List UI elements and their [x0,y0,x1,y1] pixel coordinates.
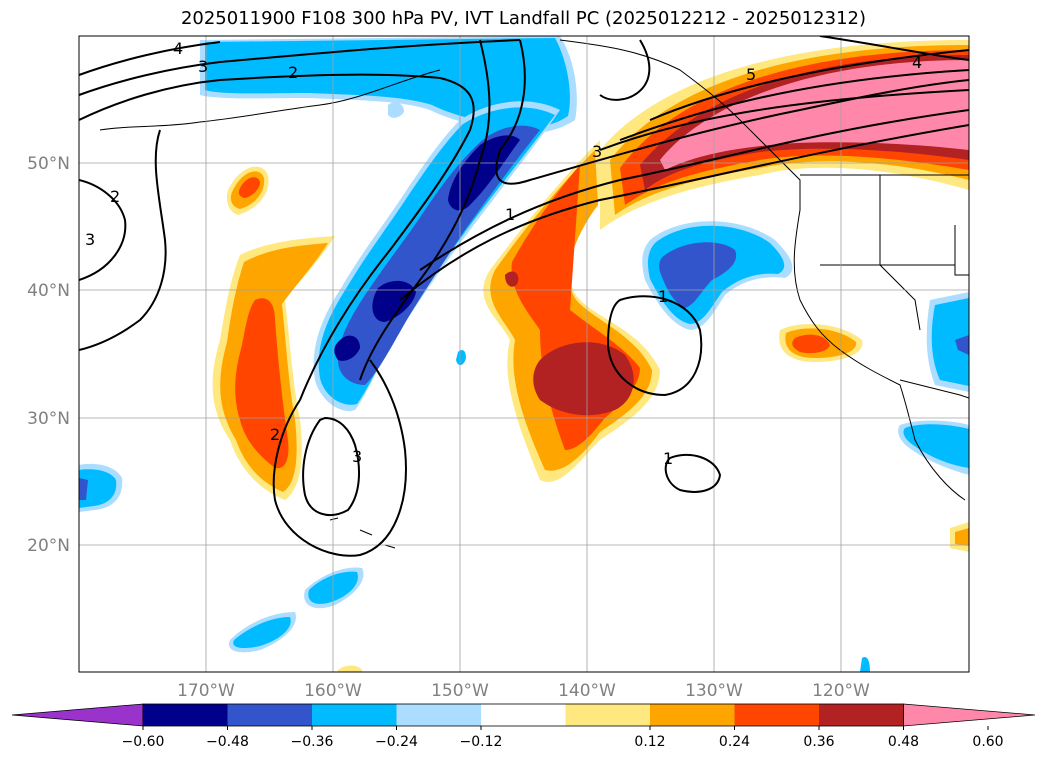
colorbar-tick-label: −0.24 [375,734,418,750]
colorbar-segment [734,704,819,726]
contour-label: 2 [110,187,120,206]
colorbar-tick-label: 0.48 [888,734,919,750]
contour-label: 3 [592,142,602,161]
latitude-labels: 50°N 40°N 30°N 20°N [27,154,70,556]
contour-label: 2 [270,425,280,444]
colorbar-segment [481,704,566,726]
contour-label: 2 [288,63,298,82]
lon-label: 170°W [177,681,235,701]
colorbar-tick-label: −0.60 [122,734,165,750]
lat-label: 50°N [27,154,70,174]
colorbar-segment [819,704,904,726]
colorbar-tick-label: −0.48 [206,734,249,750]
colorbar-segment [396,704,481,726]
contour-label: 3 [85,230,95,249]
colorbar-extend-min [11,703,144,727]
contour-label: 3 [352,447,362,466]
lon-label: 160°W [304,681,362,701]
colorbar-tick-label: 0.12 [634,734,665,750]
longitude-labels: 170°W 160°W 150°W 140°W 130°W 120°W [177,681,870,701]
colorbar-frame [142,703,904,727]
contour-labels: 4 3 2 2 3 3 1 1 2 3 1 5 4 [85,39,922,468]
lon-label: 120°W [812,681,870,701]
colorbar-segment [143,704,228,726]
contour-label: 4 [173,39,183,58]
coastlines [99,39,969,549]
graticule [79,36,969,672]
colorbar-ticks: −0.60 −0.48 −0.36 −0.24 −0.12 0.12 0.24 0.36 0.4… [122,726,1004,750]
lat-label: 40°N [27,281,70,301]
figure-title: 2025011900 F108 300 hPa PV, IVT Landfall… [180,8,867,29]
colorbar-tick-label: 0.36 [803,734,834,750]
colorbar-segment [565,704,650,726]
colorbar [11,703,1036,727]
contour-label: 1 [663,449,673,468]
lon-label: 150°W [431,681,489,701]
colorbar-segment [227,704,312,726]
positive-anomaly-shading [212,40,969,672]
map-plot-area: 4 3 2 2 3 3 1 1 2 3 1 5 4 [79,36,969,672]
colorbar-tick-label: −0.12 [460,734,503,750]
lat-label: 20°N [27,536,70,556]
colorbar-tick-label: 0.24 [719,734,750,750]
contour-label: 4 [912,53,922,72]
contour-label: 1 [505,205,515,224]
colorbar-extend-max [903,703,1036,727]
contour-label: 3 [198,57,208,76]
contour-label: 1 [658,287,668,306]
lon-label: 140°W [558,681,616,701]
colorbar-tick-label: −0.36 [291,734,334,750]
pv-contours [79,36,969,557]
colorbar-tick-label: 0.60 [972,734,1003,750]
lat-label: 30°N [27,409,70,429]
lon-label: 130°W [685,681,743,701]
map-frame [78,35,970,673]
colorbar-segment [312,704,397,726]
contour-label: 5 [746,65,756,84]
colorbar-segment [650,704,735,726]
